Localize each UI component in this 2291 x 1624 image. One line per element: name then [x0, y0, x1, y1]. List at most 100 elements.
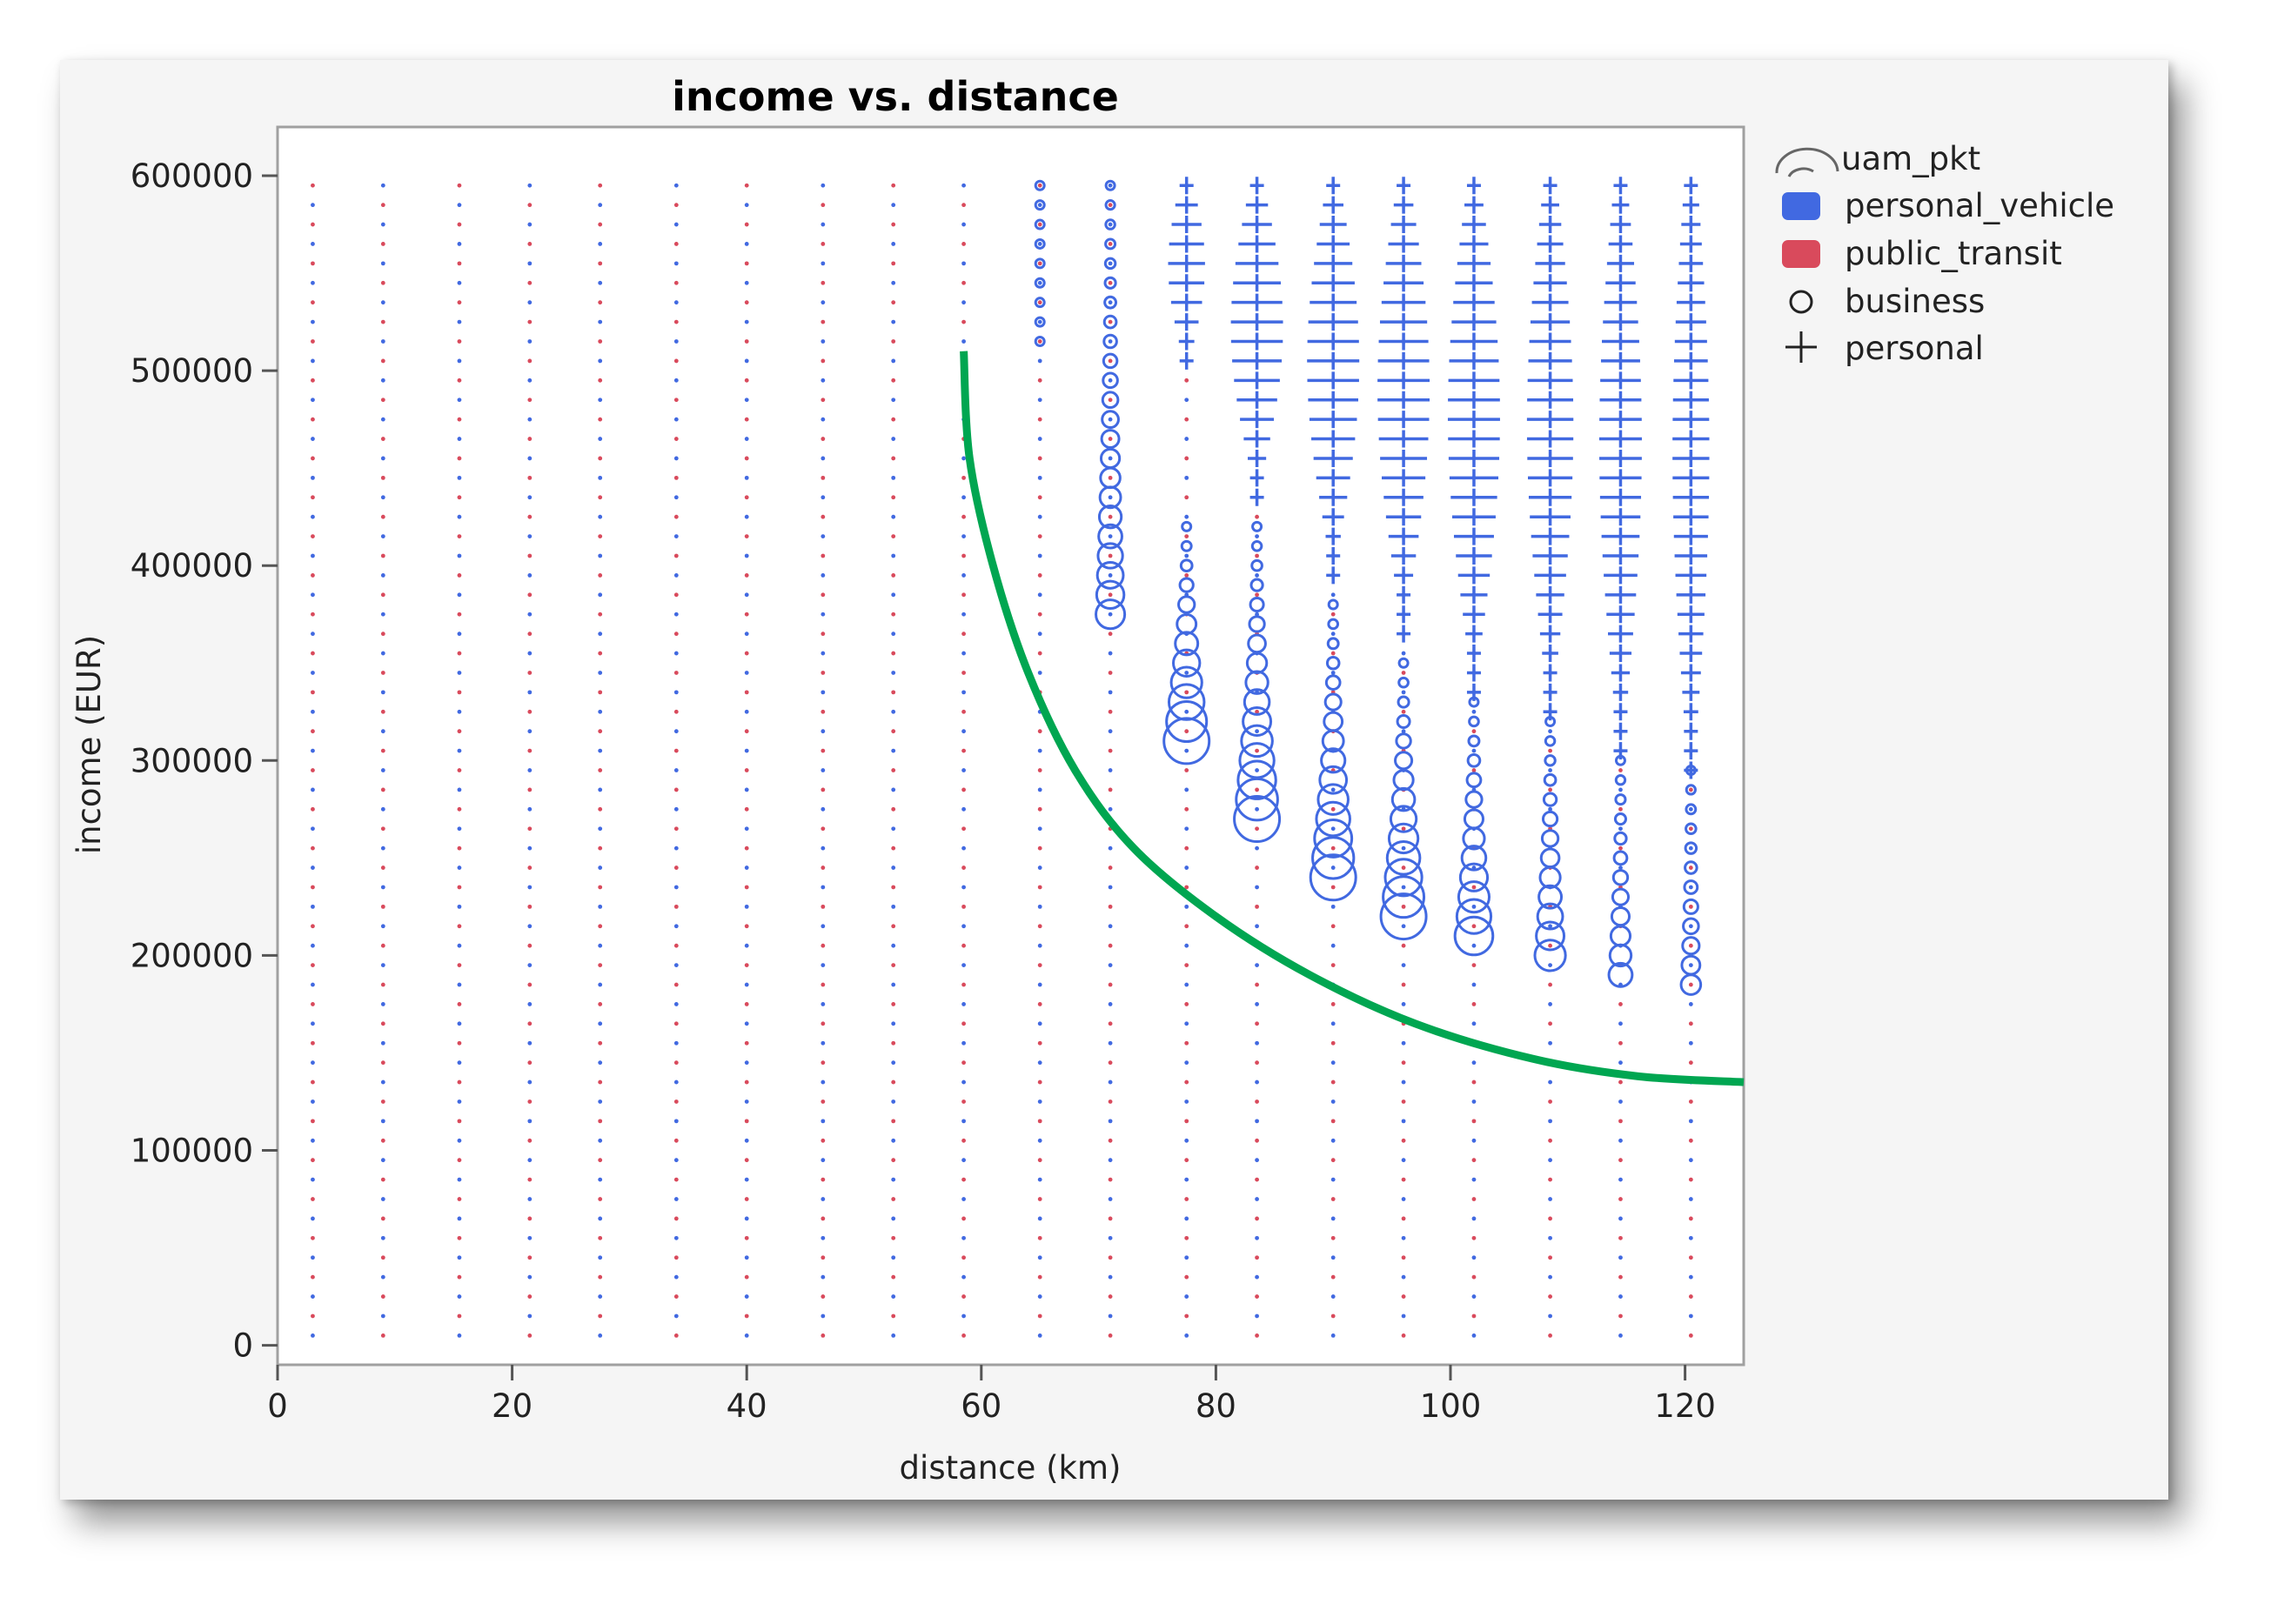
personal-marker [1684, 742, 1698, 760]
personal-marker [1453, 527, 1494, 545]
background-point [1037, 319, 1042, 324]
background-point [380, 612, 385, 617]
personal-marker [1543, 683, 1557, 701]
background-point [673, 1177, 679, 1182]
background-point [457, 553, 462, 558]
personal-marker [1603, 313, 1638, 331]
personal-marker [1319, 216, 1347, 234]
background-point [744, 280, 749, 285]
background-point [1330, 1119, 1336, 1124]
background-point [598, 1119, 603, 1124]
background-point [1037, 242, 1042, 246]
background-point [1401, 963, 1406, 968]
background-point [744, 573, 749, 578]
personal-marker [1319, 488, 1348, 506]
background-point [598, 1138, 603, 1143]
personal-marker [1681, 216, 1701, 234]
background-point [1108, 885, 1113, 890]
background-point [891, 1333, 896, 1338]
background-point [961, 339, 966, 344]
background-point [961, 1079, 966, 1085]
business-marker [1169, 665, 1203, 699]
background-point [1618, 1294, 1623, 1299]
background-point [1548, 1021, 1552, 1026]
personal-marker [1448, 449, 1500, 467]
personal-marker [1168, 254, 1205, 272]
background-point [457, 982, 462, 987]
background-point [311, 1002, 315, 1006]
x-tick-label: 0 [267, 1387, 288, 1425]
personal-marker [1249, 488, 1264, 506]
business-marker [1097, 523, 1123, 550]
background-point [1037, 1294, 1042, 1299]
background-point [673, 437, 679, 441]
background-point [311, 222, 315, 227]
background-point [673, 982, 679, 987]
background-point [380, 1079, 385, 1085]
background-point [1255, 1021, 1259, 1026]
background-point [380, 806, 385, 812]
background-point [311, 553, 315, 558]
personal-marker [1397, 625, 1411, 643]
business-marker [1102, 333, 1118, 350]
personal-marker [1527, 371, 1573, 390]
background-point [1037, 1021, 1042, 1026]
background-point [673, 709, 679, 714]
personal-marker [1232, 351, 1283, 370]
background-point [598, 787, 603, 792]
background-point [1108, 1060, 1113, 1066]
personal-marker [1543, 664, 1557, 682]
background-point [1108, 1197, 1113, 1201]
background-point [821, 222, 826, 227]
business-marker [1180, 539, 1193, 552]
business-marker [1181, 520, 1193, 532]
background-point [380, 475, 385, 480]
background-point [311, 904, 315, 909]
business-marker [1537, 884, 1564, 910]
background-point [598, 592, 603, 598]
background-point [891, 904, 896, 909]
background-point [311, 1294, 315, 1299]
background-point [1037, 806, 1042, 812]
background-point [821, 203, 826, 208]
background-point [1548, 1040, 1552, 1046]
background-point [1184, 885, 1189, 890]
background-point [821, 592, 826, 598]
background-point [598, 417, 603, 422]
background-point [744, 1040, 749, 1046]
background-point [891, 1313, 896, 1319]
background-point [311, 690, 315, 695]
business-marker [1323, 692, 1343, 712]
background-point [1108, 398, 1113, 403]
background-point [311, 339, 315, 344]
background-point [744, 592, 749, 598]
background-point [1548, 1158, 1552, 1163]
background-point [1255, 865, 1259, 870]
background-point [821, 865, 826, 870]
background-point [1330, 787, 1336, 792]
background-point [1471, 748, 1477, 753]
background-point [673, 768, 679, 772]
background-point [1471, 1216, 1477, 1221]
x-tick-label: 100 [1420, 1387, 1482, 1425]
background-point [1037, 378, 1042, 383]
business-marker [1685, 784, 1697, 796]
background-point [744, 1060, 749, 1066]
background-point [1184, 495, 1189, 500]
background-point [380, 671, 385, 675]
background-point [891, 1138, 896, 1143]
background-point [1471, 1235, 1477, 1240]
background-point [1401, 1002, 1406, 1006]
background-point [961, 1021, 966, 1026]
personal-marker [1455, 274, 1493, 292]
background-point [380, 456, 385, 461]
background-point [527, 1333, 533, 1338]
business-marker [1034, 199, 1046, 211]
background-point [457, 417, 462, 422]
background-point [961, 261, 966, 266]
background-point [1108, 1177, 1113, 1182]
personal-marker [1528, 351, 1572, 370]
background-point [598, 222, 603, 227]
personal-marker [1377, 391, 1430, 409]
business-marker [1103, 295, 1118, 310]
